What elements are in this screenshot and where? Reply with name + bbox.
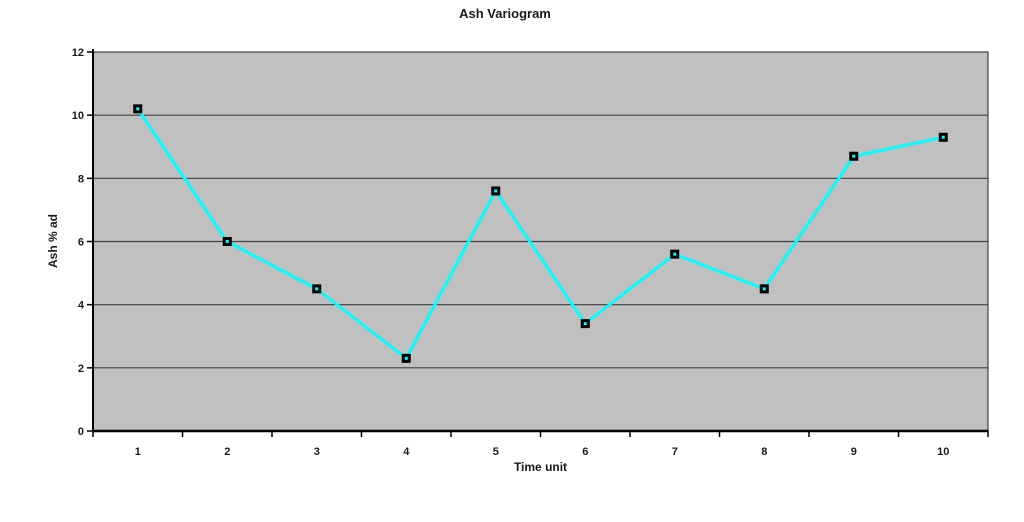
data-point-marker-center (315, 287, 319, 291)
y-tick-label: 12 (72, 47, 84, 59)
series-line (136, 107, 945, 360)
y-tick-label: 8 (78, 173, 84, 185)
data-point-marker-center (404, 356, 408, 360)
x-tick-label: 1 (135, 446, 141, 458)
data-point-marker-center (852, 154, 856, 158)
y-tick-label: 10 (72, 110, 84, 122)
data-point-marker-center (762, 287, 766, 291)
y-tick-label: 2 (78, 363, 84, 375)
x-tick-label: 4 (403, 446, 410, 458)
x-tick-label: 7 (672, 446, 678, 458)
data-point-marker-center (225, 240, 229, 243)
chart-title: Ash Variogram (459, 6, 551, 21)
x-tick-label: 9 (851, 446, 857, 458)
x-tick-label: 5 (493, 446, 499, 458)
x-tick-label: 8 (761, 446, 767, 458)
data-point-marker-center (941, 135, 945, 139)
y-tick-label: 4 (78, 300, 85, 312)
data-point-marker-center (673, 252, 677, 256)
x-tick-label: 10 (937, 446, 949, 458)
x-axis-title: Time unit (513, 460, 568, 474)
data-point-marker-center (136, 107, 140, 111)
data-point-marker-center (494, 189, 498, 193)
y-tick-label: 0 (78, 426, 84, 438)
x-tick-label: 6 (582, 446, 588, 458)
y-tick-label: 6 (78, 237, 84, 249)
data-point-marker-center (583, 322, 587, 326)
x-tick-label: 3 (314, 446, 320, 458)
x-tick-label: 2 (224, 446, 230, 458)
